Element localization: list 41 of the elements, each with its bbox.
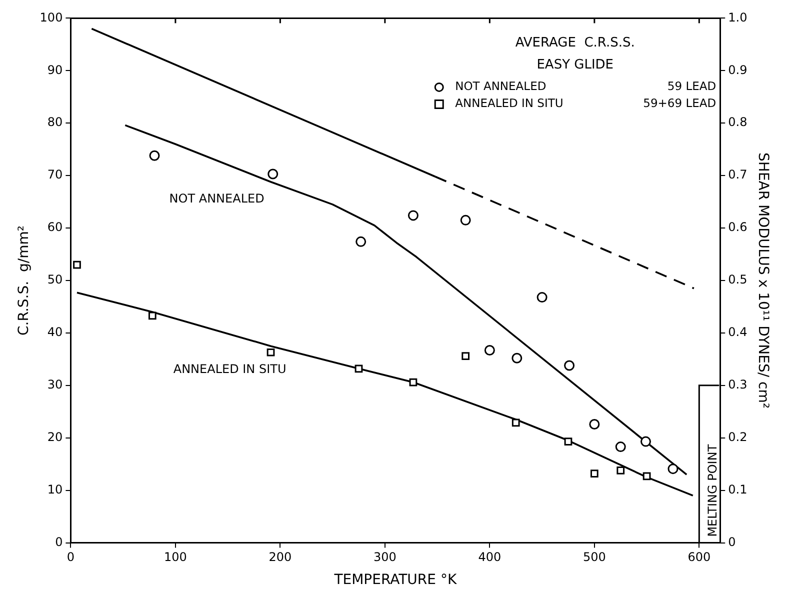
y2-tick-label: 0.7: [728, 168, 748, 182]
y2-tick-label: 0.5: [728, 272, 748, 287]
legend-label: ANNEALED IN SITU: [455, 96, 564, 110]
y2-tick-label: 0: [728, 534, 736, 549]
x-tick-label: 400: [478, 550, 502, 564]
y2-tick-label: 0.6: [728, 220, 748, 234]
x-axis-title: TEMPERATURE °K: [333, 572, 458, 588]
x-tick-label: 600: [688, 550, 711, 564]
y2-tick-label: 0.9: [728, 62, 748, 77]
y-tick-label: 80: [47, 115, 63, 130]
text: AVERAGE C.R.S.S.: [515, 36, 635, 51]
y-tick-label: 50: [47, 272, 63, 287]
y-tick-label: 100: [40, 10, 63, 24]
y2-tick-label: 0.3: [728, 378, 748, 392]
annotation: NOT ANNEALED: [169, 191, 264, 206]
y-tick-label: 30: [47, 378, 63, 392]
x-tick-label: 300: [373, 550, 396, 564]
annotation: 59 LEAD: [667, 79, 716, 94]
annotation: ANNEALED IN SITU: [173, 362, 286, 376]
ref-line-label: MELTING POINT: [705, 444, 720, 537]
y2-axis-title: SHEAR MODULUS x 10¹¹ DYNES/ cm²: [754, 152, 771, 408]
y-tick-label: 20: [47, 430, 63, 444]
y-tick-label: 0: [55, 534, 63, 549]
y2-tick-label: 0.8: [728, 115, 748, 130]
legend-label: NOT ANNEALED: [455, 79, 546, 94]
x-tick-label: 100: [164, 550, 187, 564]
y2-tick-label: 0.4: [728, 325, 748, 340]
x-tick-label: 500: [582, 550, 606, 564]
y-tick-label: 70: [47, 168, 63, 182]
y-axis-title: C.R.S.S. g/mm²: [16, 226, 32, 336]
annotation: 59+69 LEAD: [643, 96, 716, 110]
y2-tick-label: 0.2: [728, 430, 748, 444]
y-tick-label: 60: [47, 220, 63, 234]
y-tick-label: 40: [47, 325, 63, 340]
x-tick-label: 200: [268, 550, 292, 564]
text: EASY GLIDE: [536, 58, 614, 73]
x-tick-label: 0: [66, 550, 75, 564]
y-tick-label: 90: [47, 62, 63, 77]
y2-tick-label: 0.1: [728, 482, 748, 496]
y2-tick-label: 1.0: [728, 10, 748, 24]
y-tick-label: 10: [47, 482, 63, 496]
